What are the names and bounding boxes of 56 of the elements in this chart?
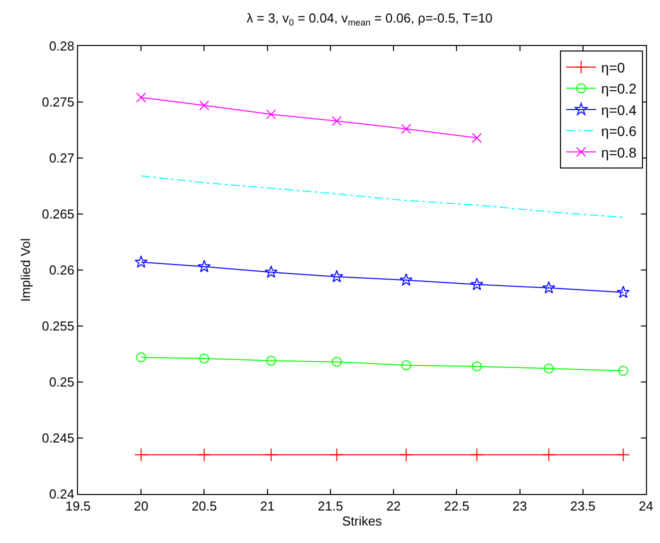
legend-label: η=0.2 — [601, 80, 637, 97]
point — [266, 109, 276, 120]
chart-title: λ = 3, v$_{0}$ = 0.04, v$_{mean}$ = 0.06, ρ=-0.5, T=10 — [246, 10, 493, 28]
legend-label: η=0.4 — [601, 102, 637, 118]
point — [401, 360, 412, 370]
x-tick-label: 24 — [638, 498, 654, 514]
point — [542, 448, 556, 462]
x-tick-label: 20 — [134, 498, 148, 514]
point — [544, 364, 554, 374]
point — [470, 448, 484, 462]
x-tick-label: 23 — [512, 498, 528, 514]
x-tick-label: 21 — [260, 498, 275, 514]
point — [199, 353, 210, 364]
y-tick-label: 0.28 — [49, 38, 74, 54]
point — [134, 448, 148, 462]
point — [198, 260, 211, 272]
y-tick-label: 0.275 — [42, 94, 74, 110]
point — [470, 278, 484, 290]
point — [134, 255, 148, 268]
legend-label: η=0.6 — [601, 123, 637, 140]
point — [401, 124, 412, 134]
point — [618, 366, 628, 376]
y-tick-label: 0.265 — [42, 206, 74, 222]
point — [616, 448, 630, 462]
x-tick-label: 22 — [386, 498, 401, 514]
y-tick-label: 0.245 — [42, 430, 74, 446]
point — [332, 116, 342, 126]
legend-label: η=0 — [601, 60, 626, 76]
point — [542, 281, 556, 294]
point — [197, 448, 212, 462]
point — [136, 92, 146, 103]
point — [136, 352, 146, 362]
x-tick-label: 20.5 — [192, 498, 217, 514]
point — [330, 448, 344, 462]
point — [264, 265, 278, 278]
point — [264, 448, 278, 462]
point — [330, 270, 344, 282]
point — [472, 361, 482, 372]
x-tick-label: 22.5 — [444, 498, 470, 514]
point — [199, 100, 210, 110]
point — [472, 132, 482, 143]
point — [616, 286, 630, 298]
point — [399, 448, 413, 462]
y-tick-label: 0.25 — [49, 374, 74, 390]
line-series — [140, 175, 624, 218]
y-tick-label: 0.27 — [49, 150, 74, 166]
legend-label: η=0.8 — [601, 144, 637, 160]
point — [332, 356, 342, 367]
point — [266, 356, 276, 366]
y-axis-title: Implied Vol — [18, 238, 33, 302]
y-tick-label: 0.255 — [42, 318, 74, 334]
x-tick-label: 21.5 — [318, 498, 344, 514]
x-axis-title: Strikes — [342, 514, 382, 529]
y-tick-label: 0.26 — [49, 262, 74, 278]
x-tick-label: 23.5 — [570, 498, 596, 514]
point — [400, 273, 413, 286]
